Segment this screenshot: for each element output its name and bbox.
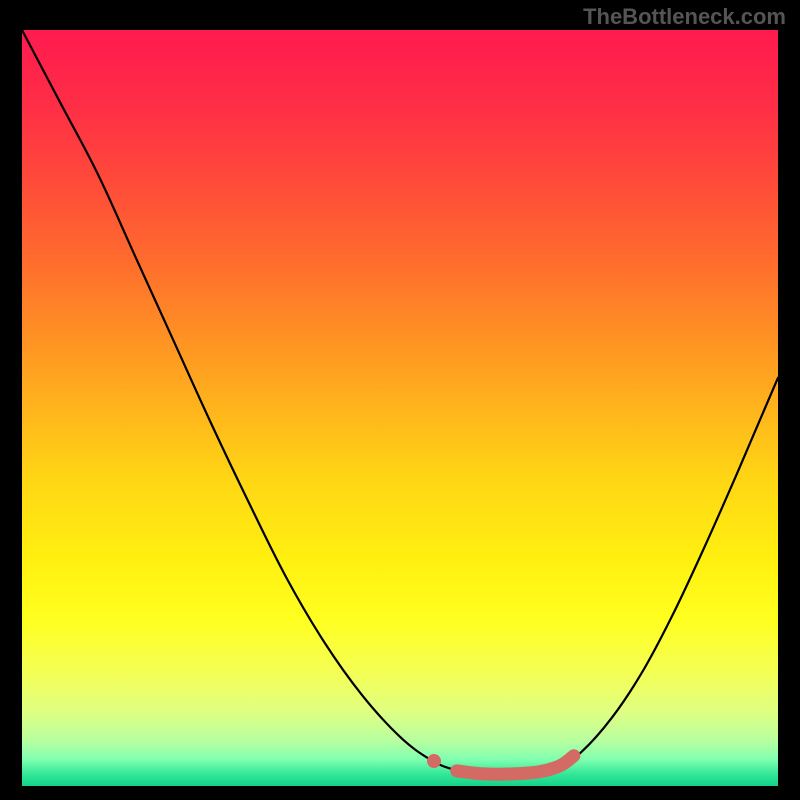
highlight-dot [427, 754, 441, 768]
gradient-background [22, 30, 778, 786]
watermark-text: TheBottleneck.com [583, 4, 786, 30]
plot-area [22, 30, 778, 786]
plot-svg [22, 30, 778, 786]
